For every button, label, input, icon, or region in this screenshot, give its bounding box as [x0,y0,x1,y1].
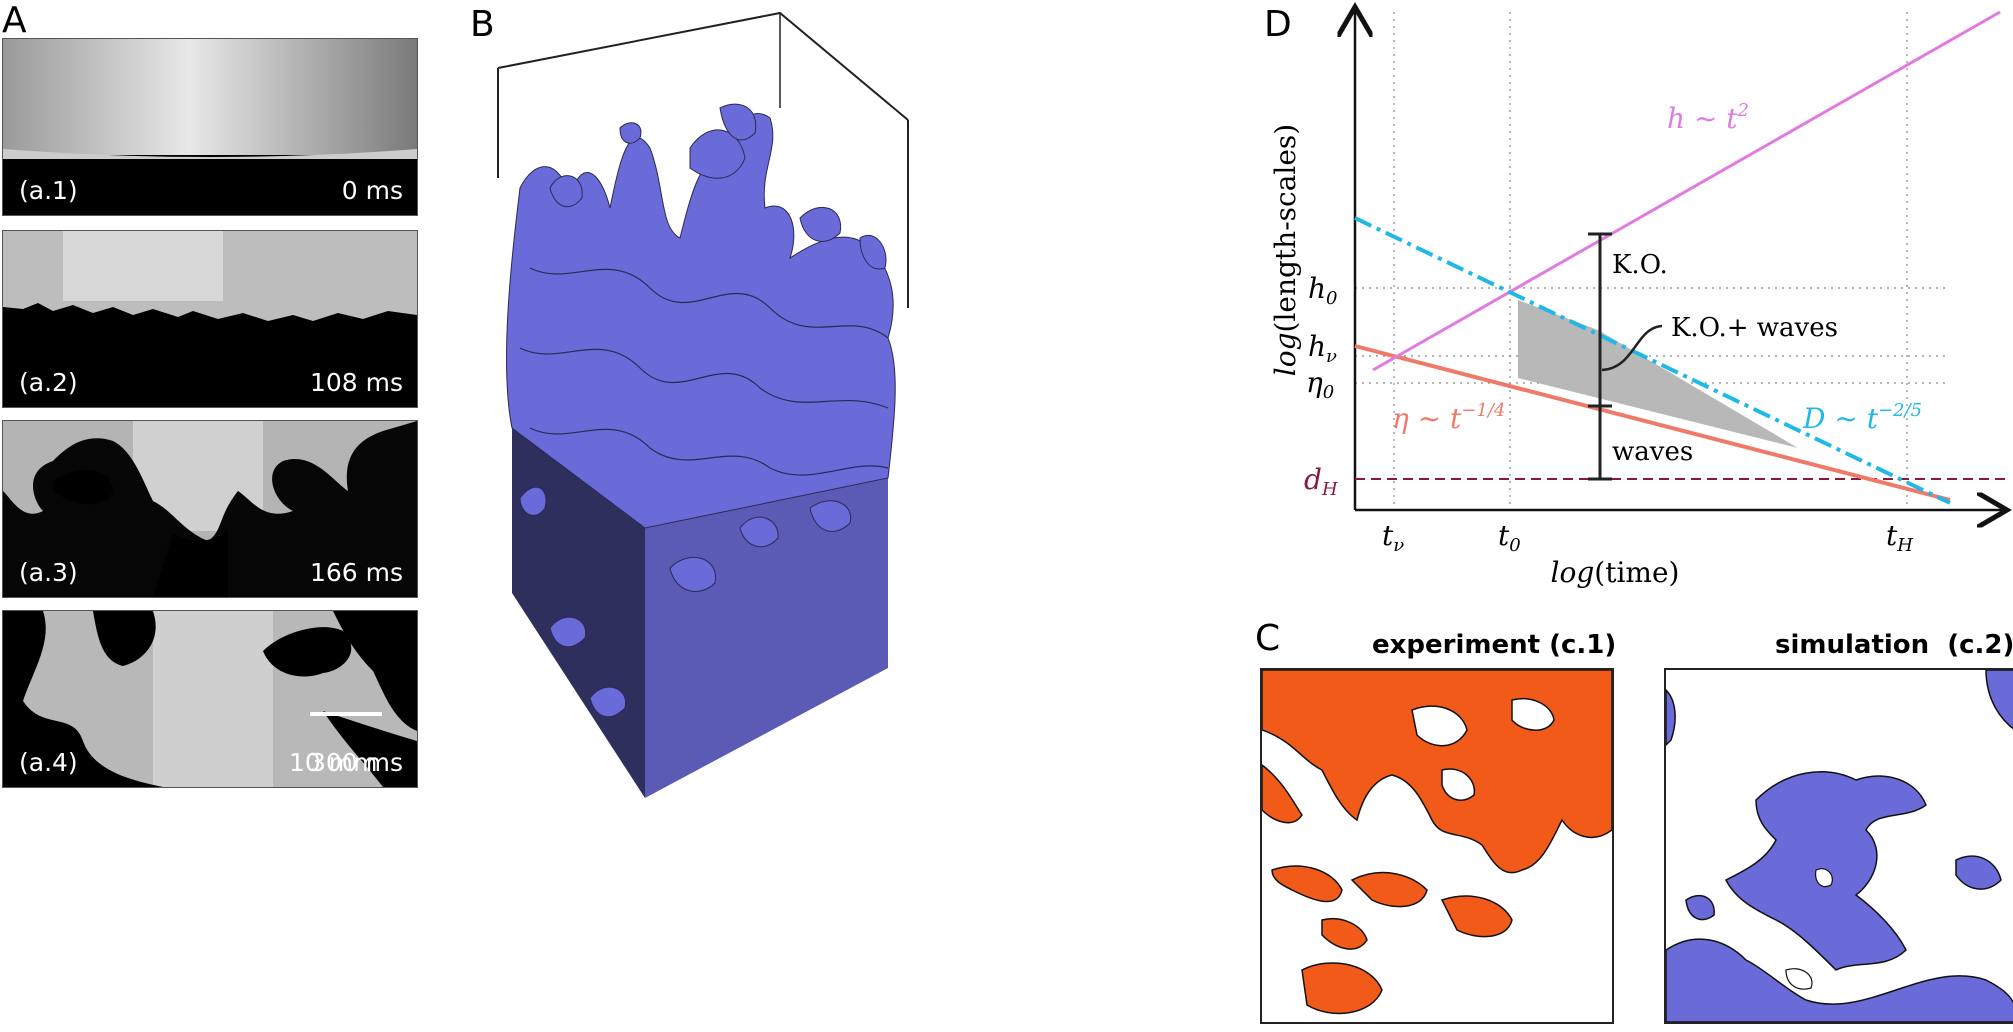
frame-a3-label: (a.3) [19,558,78,587]
xtick-tnu: tν [1382,519,1404,556]
annotation-ko-waves: K.O.+ waves [1671,313,1838,343]
scalebar-label: 10 mm [289,748,378,777]
panel-letter-d: D [1264,4,1292,45]
frame-a4-image [3,611,417,787]
ytick-eta0: η0 [1306,366,1334,403]
h-line [1372,10,2001,372]
simulation-3d-box [497,11,909,798]
frame-a2-label: (a.2) [19,368,78,397]
frame-a4-label: (a.4) [19,748,78,777]
frame-a1-image [3,39,417,215]
frame-a3-image [3,421,417,597]
regime-bracket [1588,232,1612,481]
diagram-guides [1355,12,1950,510]
panel-letter-c: C [1255,618,1281,659]
frame-a1: (a.1) 0 ms [2,38,418,216]
frame-a3: (a.3) 166 ms [2,420,418,598]
label-D: D ~ t−2/5 [1802,400,1922,435]
ytick-hnu: hν [1308,330,1337,367]
frame-a2: (a.2) 108 ms [2,230,418,408]
frame-a4-time: 300 ms [309,748,403,777]
annotation-waves: waves [1612,437,1693,467]
D-line [1354,216,1951,505]
annotation-ko: K.O. [1612,250,1668,280]
x-axis-label: log(time) [1551,556,1680,589]
shaded-region [1518,300,1798,448]
ko-waves-pointer [1601,324,1663,372]
simulation-contour-image [1666,670,2013,1022]
experiment-contour-image [1262,670,1612,1015]
scalebar [310,712,382,716]
ytick-dH: dH [1304,463,1338,500]
xtick-t0: t0 [1498,519,1521,556]
frame-a2-image [3,231,417,407]
panel-letter-b: B [470,4,495,45]
simulation-title: simulation (c.2) [1775,630,2013,660]
frame-a4: 10 mm (a.4) 300 ms [2,610,418,788]
frame-a1-label: (a.1) [19,176,78,205]
ytick-h0: h0 [1308,272,1338,309]
scaling-diagram: K.O. K.O.+ waves waves h ~ t2 η ~ t−1/4 … [1269,0,2013,589]
simulation-contour [1664,668,2013,1024]
y-axis-label: log(length-scales) [1269,124,1302,376]
frame-a1-time: 0 ms [341,176,403,205]
panel-letter-a: A [2,0,27,41]
frame-a2-time: 108 ms [309,368,403,397]
eta-line [1354,344,1951,502]
frame-a3-time: 166 ms [309,558,403,587]
xtick-tH: tH [1886,519,1913,556]
label-eta: η ~ t−1/4 [1392,400,1505,435]
experiment-title: experiment (c.1) [1372,630,1617,660]
experiment-contour [1260,668,1614,1024]
label-h: h ~ t2 [1667,100,1749,135]
